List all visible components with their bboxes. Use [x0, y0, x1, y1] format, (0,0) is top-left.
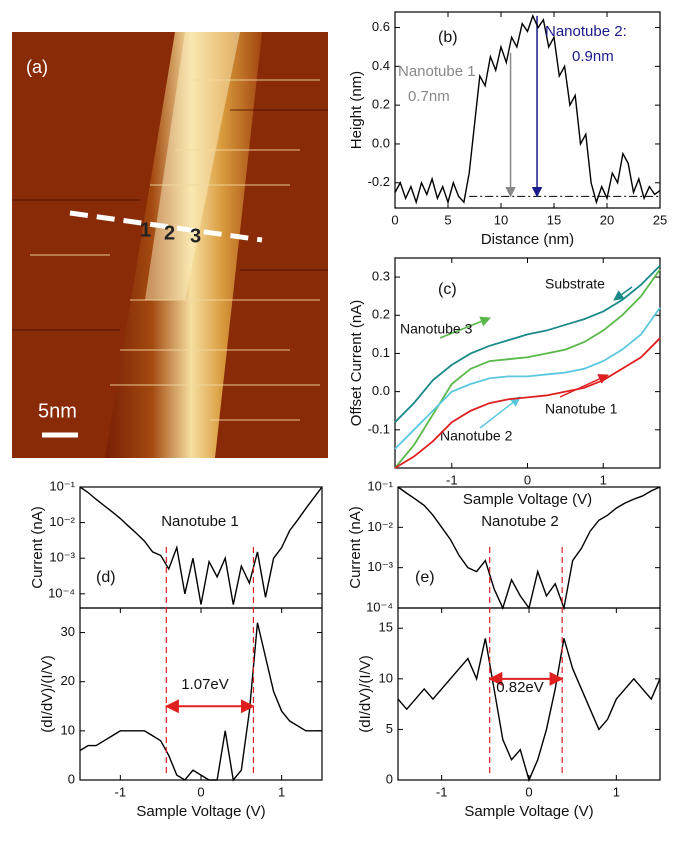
- y-tick-label: 20: [61, 673, 75, 688]
- y-tick-label: 10⁻⁴: [366, 599, 393, 614]
- panel-label: (d): [96, 569, 116, 586]
- plot-frame: [394, 257, 661, 469]
- series-label: Nanotube 3: [400, 321, 473, 337]
- y-tick-label: 0: [386, 771, 393, 786]
- panel-label: (a): [26, 57, 48, 77]
- data-line: [394, 337, 661, 469]
- y-tick-label: -0.2: [368, 174, 390, 189]
- y-tick-label: 0.4: [372, 58, 390, 73]
- x-tick-label: -1: [446, 472, 458, 487]
- x-tick-label: 10: [494, 212, 508, 227]
- y-tick-label: 0.0: [372, 135, 390, 150]
- x-tick-label: 5: [444, 212, 451, 227]
- x-axis-label: Distance (nm): [481, 231, 574, 248]
- data-line: [394, 13, 661, 205]
- y-tick-label: 0.3: [372, 269, 390, 284]
- annotation: 0.9nm: [572, 48, 614, 65]
- x-tick-label: 15: [547, 212, 561, 227]
- stm-image: [12, 32, 328, 458]
- annotation: Nanotube 1: [398, 63, 476, 80]
- y-axis-label: Current (nA): [29, 506, 46, 589]
- y-tick-label: 5: [386, 721, 393, 736]
- series-label: Nanotube 2: [440, 428, 513, 444]
- y-tick-label: 10⁻²: [49, 514, 75, 529]
- leader-line: [479, 396, 521, 429]
- y-tick-label: 0.1: [372, 345, 390, 360]
- panel-label: (e): [415, 569, 435, 586]
- y-axis-label: Height (nm): [348, 71, 365, 149]
- y-tick-label: 0.2: [372, 307, 390, 322]
- y-tick-label: 0: [68, 771, 75, 786]
- data-line: [397, 638, 661, 783]
- x-axis-label: Sample Voltage (V): [464, 803, 593, 820]
- y-tick-label: 15: [379, 620, 393, 635]
- site-label: 3: [190, 225, 201, 247]
- data-line: [79, 486, 323, 605]
- scale-bar-label: 5nm: [38, 400, 77, 422]
- x-tick-label: 25: [653, 212, 667, 227]
- leader-line: [559, 374, 609, 398]
- y-tick-label: 10⁻⁴: [48, 585, 75, 600]
- x-tick-label: -1: [436, 784, 448, 799]
- leader-line: [613, 286, 633, 301]
- x-tick-label: 1: [600, 472, 607, 487]
- y-tick-label: 0.0: [372, 383, 390, 398]
- annotation: 0.7nm: [408, 88, 450, 105]
- annotation: Nanotube 2: [481, 513, 559, 530]
- y-tick-label: 10⁻³: [49, 550, 75, 565]
- y-tick-label: 10⁻¹: [49, 478, 75, 493]
- leader-line: [439, 316, 491, 339]
- y-tick-label: 10⁻³: [367, 559, 393, 574]
- x-axis-label: Sample Voltage (V): [136, 803, 265, 820]
- plot-frame: [394, 11, 661, 209]
- data-line: [79, 622, 322, 782]
- y-axis-label: Offset Current (nA): [348, 300, 365, 426]
- x-tick-label: 0: [391, 212, 398, 227]
- x-tick-label: 0: [525, 784, 532, 799]
- y-tick-label: 0.2: [372, 97, 390, 112]
- x-axis-label: Sample Voltage (V): [463, 491, 592, 508]
- annotation: 0.82eV: [496, 679, 544, 696]
- data-line: [394, 307, 661, 450]
- series-label: Substrate: [545, 276, 605, 292]
- annotation: Nanotube 1: [161, 513, 239, 530]
- panel-label: (c): [438, 281, 457, 298]
- y-axis-label: Current (nA): [347, 506, 364, 589]
- y-tick-label: 0.6: [372, 19, 390, 34]
- y-axis-label: (dI/dV)/(I/V): [357, 655, 374, 733]
- y-axis-label: (dI/dV)/(I/V): [39, 655, 56, 733]
- x-tick-label: 0: [197, 784, 204, 799]
- x-tick-label: 20: [600, 212, 614, 227]
- data-line: [394, 265, 661, 423]
- x-tick-label: 0: [524, 472, 531, 487]
- x-tick-label: -1: [115, 784, 127, 799]
- y-tick-label: 10⁻²: [367, 519, 393, 534]
- panel-label: (b): [438, 29, 458, 46]
- annotation: 1.07eV: [181, 676, 229, 693]
- y-tick-label: 10⁻¹: [367, 478, 393, 493]
- site-label: 1: [140, 219, 151, 241]
- y-tick-label: -0.1: [368, 421, 390, 436]
- x-tick-label: 1: [278, 784, 285, 799]
- annotation: Nanotube 2:: [545, 23, 627, 40]
- site-label: 2: [164, 222, 175, 244]
- y-tick-label: 10: [61, 722, 75, 737]
- y-tick-label: 30: [61, 624, 75, 639]
- series-label: Nanotube 1: [545, 401, 618, 417]
- plot-frame: [79, 486, 323, 609]
- y-tick-label: 10: [379, 670, 393, 685]
- plot-frame: [79, 607, 323, 781]
- x-tick-label: 1: [613, 784, 620, 799]
